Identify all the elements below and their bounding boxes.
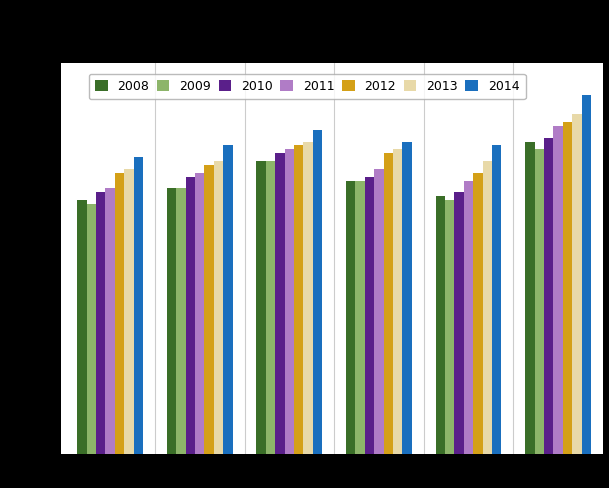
Bar xyxy=(134,157,143,454)
Bar xyxy=(186,177,195,454)
Bar xyxy=(77,200,86,454)
Bar xyxy=(473,173,483,454)
Bar xyxy=(294,145,303,454)
Bar xyxy=(256,161,266,454)
Bar xyxy=(124,169,134,454)
Bar xyxy=(275,153,284,454)
Bar xyxy=(454,192,464,454)
Bar xyxy=(205,165,214,454)
Bar xyxy=(525,142,535,454)
Bar xyxy=(483,161,492,454)
Bar xyxy=(572,114,582,454)
Bar xyxy=(582,95,591,454)
Bar xyxy=(356,181,365,454)
Bar xyxy=(86,204,96,454)
Bar xyxy=(393,149,403,454)
Bar xyxy=(384,153,393,454)
Bar xyxy=(492,145,501,454)
Bar xyxy=(346,181,356,454)
Bar xyxy=(224,145,233,454)
Bar xyxy=(535,149,544,454)
Bar xyxy=(544,138,554,454)
Bar xyxy=(214,161,224,454)
Bar xyxy=(365,177,375,454)
Bar xyxy=(284,149,294,454)
Bar xyxy=(445,200,454,454)
Bar xyxy=(105,188,115,454)
Bar xyxy=(176,188,186,454)
Bar xyxy=(375,169,384,454)
Bar xyxy=(195,173,205,454)
Bar xyxy=(313,130,322,454)
Bar xyxy=(303,142,313,454)
Bar xyxy=(464,181,473,454)
Bar xyxy=(563,122,572,454)
Legend: 2008, 2009, 2010, 2011, 2012, 2013, 2014: 2008, 2009, 2010, 2011, 2012, 2013, 2014 xyxy=(89,74,526,99)
Bar xyxy=(403,142,412,454)
Bar xyxy=(266,161,275,454)
Bar xyxy=(167,188,176,454)
Bar xyxy=(115,173,124,454)
Bar xyxy=(96,192,105,454)
Bar xyxy=(435,196,445,454)
Bar xyxy=(554,126,563,454)
